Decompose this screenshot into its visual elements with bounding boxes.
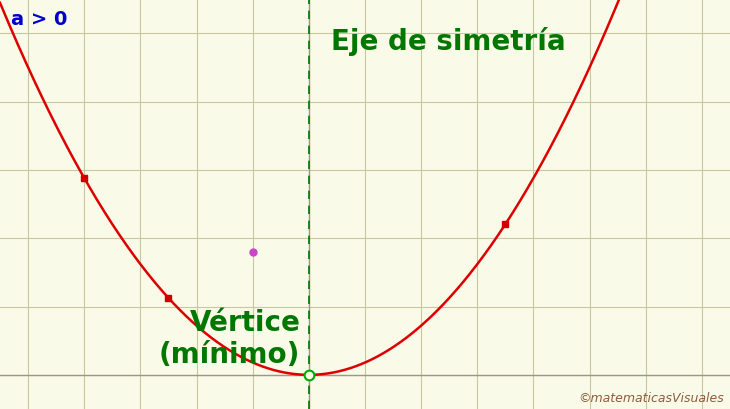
Text: ©matematicasVisuales: ©matematicasVisuales — [579, 391, 724, 404]
Text: a > 0: a > 0 — [11, 10, 68, 29]
Text: Vértice
(mínimo): Vértice (mínimo) — [159, 308, 301, 368]
Text: Eje de simetría: Eje de simetría — [331, 27, 566, 56]
